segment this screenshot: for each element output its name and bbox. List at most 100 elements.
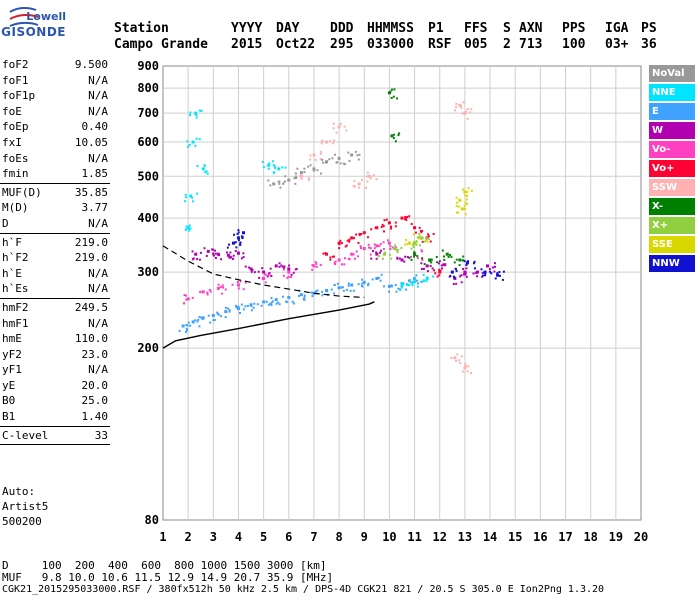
data-point: [299, 171, 303, 175]
y-tick-label: 200: [137, 341, 159, 355]
data-point: [330, 288, 333, 291]
data-point: [443, 263, 446, 266]
data-point: [387, 284, 391, 288]
header-value: 36: [641, 37, 657, 52]
data-point: [426, 270, 429, 273]
data-point: [286, 301, 289, 304]
data-point: [470, 108, 473, 111]
data-point: [314, 261, 317, 264]
data-point: [378, 245, 381, 248]
x-tick-label: 1: [159, 530, 166, 544]
data-point: [455, 102, 458, 105]
param-value: N/A: [88, 216, 108, 230]
param-value: 23.0: [81, 347, 109, 361]
data-point: [382, 230, 385, 233]
x-tick-label: 15: [508, 530, 522, 544]
data-point: [432, 232, 435, 235]
data-point: [185, 196, 188, 199]
data-point: [226, 246, 229, 249]
data-point: [231, 241, 235, 245]
data-point: [235, 246, 238, 249]
data-point: [242, 231, 245, 234]
data-point: [181, 324, 185, 328]
data-point: [373, 247, 376, 250]
data-point: [421, 250, 424, 253]
param-row: C-level 33: [0, 428, 112, 444]
logo-line-lowell: Lowell: [26, 10, 66, 23]
data-point: [485, 265, 488, 268]
header-label: Station: [114, 21, 169, 36]
data-point: [325, 252, 329, 256]
auto-label: Auto:: [2, 485, 36, 498]
data-point: [431, 267, 434, 270]
data-point: [274, 264, 278, 268]
data-point: [216, 286, 220, 290]
data-point: [272, 182, 276, 186]
data-point: [240, 235, 243, 238]
data-point: [367, 246, 370, 249]
x-tick-label: 7: [310, 530, 317, 544]
data-point: [455, 196, 458, 199]
data-point: [242, 256, 245, 259]
data-point: [357, 158, 360, 161]
data-point: [355, 250, 358, 253]
data-point: [307, 179, 310, 182]
data-point: [377, 276, 380, 279]
data-point: [438, 262, 441, 265]
param-row: h`F2 219.0: [0, 250, 112, 266]
data-point: [400, 258, 404, 262]
data-point: [319, 150, 322, 153]
data-point: [422, 273, 425, 276]
data-point: [239, 244, 242, 247]
data-point: [427, 235, 430, 238]
data-point: [303, 171, 306, 174]
data-point: [274, 298, 278, 302]
param-value: 33: [94, 428, 108, 442]
data-point: [411, 282, 414, 285]
data-point: [311, 291, 314, 294]
data-point: [462, 267, 465, 270]
data-point: [363, 231, 366, 234]
data-point: [404, 215, 407, 218]
data-point: [390, 257, 393, 260]
data-point: [185, 324, 188, 327]
data-point: [292, 302, 295, 305]
data-point: [237, 231, 240, 234]
data-point: [385, 218, 388, 221]
data-point: [426, 276, 429, 279]
param-name: yE: [2, 378, 16, 392]
param-value: 249.5: [74, 300, 108, 314]
header-value: 713: [519, 37, 543, 52]
data-point: [462, 101, 465, 104]
x-tick-label: 12: [433, 530, 447, 544]
data-point: [449, 274, 452, 277]
data-point: [213, 249, 216, 252]
data-point: [455, 211, 458, 214]
data-point: [473, 260, 476, 263]
data-point: [299, 293, 303, 297]
data-point: [234, 241, 237, 244]
autoscaling-info: Auto: Artist5 500200: [2, 484, 48, 529]
data-point: [231, 283, 234, 286]
data-point: [375, 251, 378, 254]
data-point: [425, 264, 429, 268]
data-point: [188, 143, 191, 146]
data-point: [207, 314, 210, 317]
param-row: B1 1.40: [0, 409, 112, 425]
data-point: [421, 257, 424, 260]
param-separator: [0, 232, 110, 234]
data-point: [297, 294, 300, 297]
data-point: [403, 260, 406, 263]
data-point: [476, 275, 479, 278]
data-point: [357, 255, 360, 258]
data-point: [422, 280, 425, 283]
data-point: [333, 255, 336, 258]
data-point: [465, 264, 468, 267]
data-point: [244, 281, 247, 284]
data-point: [435, 255, 438, 258]
data-point: [430, 261, 433, 264]
data-point: [314, 290, 317, 293]
data-point: [249, 267, 253, 271]
data-point: [370, 257, 373, 260]
